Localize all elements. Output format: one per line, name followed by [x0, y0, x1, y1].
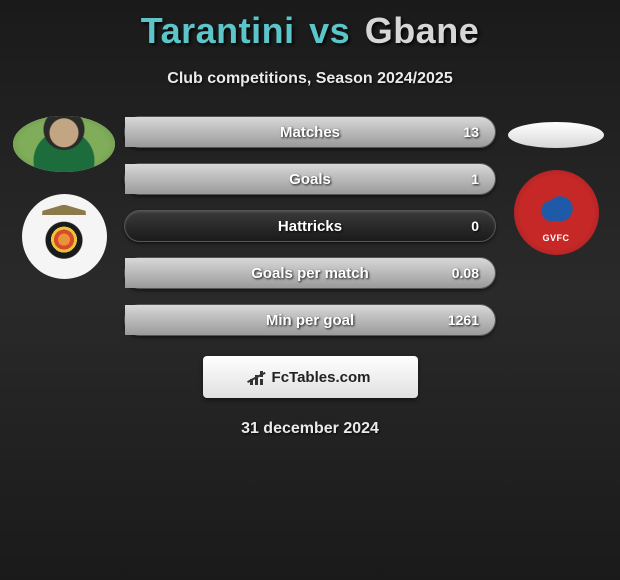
stat-row-matches: Matches 13 [124, 116, 496, 148]
stat-label: Goals [289, 171, 331, 188]
stat-row-hattricks: Hattricks 0 [124, 210, 496, 242]
stat-value-right: 1261 [448, 312, 479, 328]
main-row: Matches 13 Goals 1 Hattricks 0 [0, 116, 620, 336]
stat-label: Hattricks [278, 218, 342, 235]
stat-value-right: 1 [471, 171, 479, 187]
date-text: 31 december 2024 [241, 420, 379, 438]
right-column [500, 116, 620, 255]
stat-row-goals-per-match: Goals per match 0.08 [124, 257, 496, 289]
player1-club-crest-icon [22, 194, 107, 279]
page-title: Tarantini vs Gbane [141, 10, 479, 52]
player2-club-crest-icon [514, 170, 599, 255]
player2-avatar [508, 122, 604, 148]
stat-row-min-per-goal: Min per goal 1261 [124, 304, 496, 336]
stat-label: Matches [280, 124, 340, 141]
stat-value-right: 0.08 [452, 265, 479, 281]
subtitle: Club competitions, Season 2024/2025 [167, 70, 452, 88]
site-logo[interactable]: FcTables.com [203, 356, 418, 398]
site-logo-text: FcTables.com [272, 369, 371, 386]
left-column [0, 116, 120, 279]
player1-avatar [13, 116, 115, 172]
chart-bars-icon [250, 369, 266, 385]
stat-label: Min per goal [266, 312, 354, 329]
stat-row-goals: Goals 1 [124, 163, 496, 195]
stats-list: Matches 13 Goals 1 Hattricks 0 [120, 116, 500, 336]
vs-separator: vs [309, 10, 350, 51]
comparison-card: Tarantini vs Gbane Club competitions, Se… [0, 0, 620, 448]
player2-name: Gbane [365, 10, 480, 51]
stat-label: Goals per match [251, 265, 369, 282]
player1-name: Tarantini [141, 10, 295, 51]
stat-value-right: 0 [471, 218, 479, 234]
stat-value-right: 13 [463, 124, 479, 140]
